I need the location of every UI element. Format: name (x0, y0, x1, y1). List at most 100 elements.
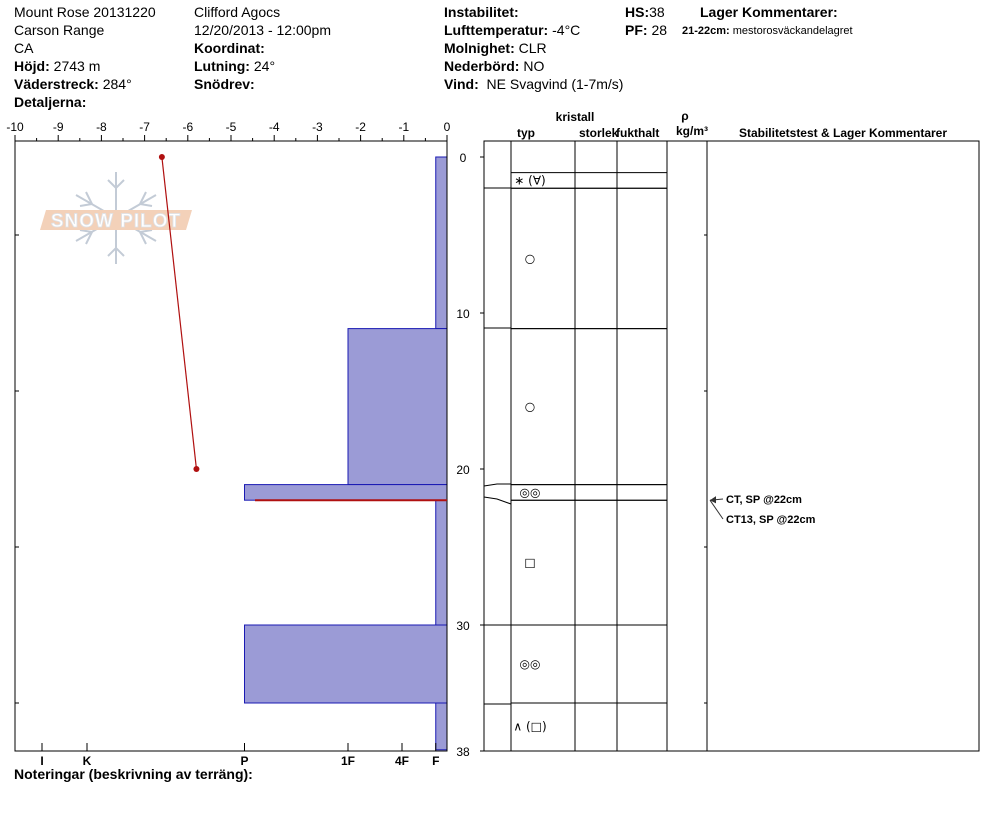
precip-value: NO (523, 58, 545, 74)
temperature-profile (158, 154, 200, 472)
temp-tick-label-10: 0 (444, 120, 451, 134)
depth-axis: 0 10 20 30 38 (15, 151, 707, 759)
cloud-cover: Molnighet: CLR (444, 39, 547, 57)
cloud-value: CLR (518, 40, 547, 56)
snow-height: HS:38 (625, 3, 665, 21)
depth-tick-label-1: 10 (456, 307, 470, 321)
observer-name: Clifford Agocs (194, 4, 281, 20)
air-temperature: Lufttemperatur: -4°C (444, 21, 580, 39)
air-temp-value: -4°C (552, 22, 581, 38)
stability-test-1: CT13, SP @22cm (726, 514, 816, 526)
temperature-point-0 (158, 154, 165, 160)
wind: Vind: NE Svagvind (1-7m/s) (444, 75, 623, 93)
elevation: Höjd: 2743 m (14, 57, 100, 75)
col-header-storlek: storlek (579, 126, 619, 140)
pf-label: PF: (625, 22, 648, 38)
col-header-density-unit: kg/m³ (676, 124, 708, 138)
air-temp-label: Lufttemperatur: (444, 22, 549, 38)
elevation-value: 2743 m (53, 58, 101, 74)
wind-value: NE Svagvind (1-7m/s) (486, 76, 624, 92)
pf-value: 28 (651, 22, 668, 38)
cloud-label: Molnighet: (444, 40, 515, 56)
layer-comments-heading: Lager Kommentarer: (700, 4, 838, 20)
layer-comment-depth: 21-22cm: (682, 25, 730, 37)
grain-rows: ∗ (∀) ○ ○ ◎◎ □ ◎◎ ∧ (□) (483, 172, 667, 733)
temperature-point-1 (193, 466, 200, 472)
observation-datetime: 12/20/2013 - 12:00pm (194, 22, 331, 38)
slope: Lutning: 24° (194, 57, 275, 75)
col-header-rho: ρ (681, 109, 688, 123)
col-header-stability: Stabilitetstest & Lager Kommentarer (739, 126, 947, 140)
temp-tick-label-7: -3 (312, 120, 323, 134)
range-name: Carson Range (14, 22, 105, 38)
details-label: Detaljerna: (14, 94, 87, 110)
slope-label: Lutning: (194, 58, 250, 74)
temp-tick-label-9: -1 (398, 120, 409, 134)
elevation-label: Höjd: (14, 58, 50, 74)
hardness-tick-label-4: 4F (395, 754, 409, 768)
state-name: CA (14, 40, 34, 56)
grain-type-1: ○ (525, 251, 535, 265)
layer-connector-21 (483, 483, 511, 487)
logo-text: SNOW PILOT (51, 211, 181, 232)
hardness-bar-3 (435, 499, 448, 626)
hs-label: HS: (625, 4, 650, 20)
depth-tick-label-0: 0 (460, 151, 467, 165)
hardness-bar-0 (435, 156, 448, 330)
hardness-bar-2 (244, 484, 448, 501)
coordinate: Koordinat: (194, 39, 265, 57)
grain-type-2: ○ (525, 400, 535, 414)
hardness-tick-label-1: K (83, 754, 92, 768)
layer-comment: 21-22cm: mestorosväckandelagret (682, 22, 853, 40)
hardness-bar-5 (435, 702, 448, 751)
stability-test-0: CT, SP @22cm (726, 494, 802, 506)
layer-table-frame (483, 140, 980, 752)
hardness-tick-label-0: I (40, 754, 43, 768)
hardness-tick-label-2: P (240, 754, 248, 768)
temp-tick-label-1: -9 (53, 120, 64, 134)
grain-type-6: ∧ (□) (513, 719, 546, 733)
temp-tick-label-6: -4 (269, 120, 280, 134)
coordinate-label: Koordinat: (194, 40, 265, 56)
penetration-foot: PF: 28 (625, 21, 667, 39)
hardness-layers (244, 156, 448, 751)
hs-value: 38 (649, 4, 665, 20)
col-header-kristall: kristall (556, 110, 595, 124)
stability-tests: CT, SP @22cm CT13, SP @22cm (709, 494, 816, 526)
aspect: Väderstreck: 284° (14, 75, 132, 93)
layer-connector-22 (483, 496, 512, 505)
hardness-tick-label-5: F (432, 754, 439, 768)
instability: Instabilitet: (444, 3, 519, 21)
snow-drift: Snödrev: (194, 75, 255, 93)
aspect-value: 284° (102, 76, 132, 92)
wind-label: Vind: (444, 76, 479, 92)
details: Detaljerna: (14, 93, 86, 111)
grain-type-4: □ (524, 556, 535, 570)
grain-type-3: ◎◎ (520, 485, 541, 499)
layer-table: ∗ (∀) ○ ○ ◎◎ □ ◎◎ ∧ (□) (483, 140, 980, 752)
depth-tick-label-4: 38 (456, 745, 470, 759)
stability-arrow-head-1 (710, 496, 716, 504)
grain-type-0: ∗ (∀) (514, 173, 545, 187)
grain-type-5: ◎◎ (520, 657, 541, 671)
col-header-typ: typ (517, 126, 535, 140)
drift-label: Snödrev: (194, 76, 255, 92)
hardness-bar-4 (244, 624, 448, 704)
temp-tick-label-8: -2 (355, 120, 366, 134)
stability-arrow-line-1 (709, 499, 724, 520)
temp-tick-label-4: -6 (182, 120, 193, 134)
precipitation: Nederbörd: NO (444, 57, 544, 75)
layer-comment-text: mestorosväckandelagret (732, 25, 853, 37)
snow-pilot-logo: SNOW PILOT (40, 172, 192, 264)
temperature-axis: -10 -9 -8 -7 -6 -5 -4 -3 -2 -1 0 (6, 120, 451, 141)
slope-value: 24° (253, 58, 276, 74)
hardness-tick-label-3: 1F (341, 754, 355, 768)
precip-label: Nederbörd: (444, 58, 520, 74)
temp-tick-label-5: -5 (226, 120, 237, 134)
col-header-fukthalt: fukthalt (616, 126, 659, 140)
site-name: Mount Rose 20131220 (14, 4, 156, 20)
temp-tick-label-3: -7 (139, 120, 150, 134)
instability-label: Instabilitet: (444, 4, 519, 20)
aspect-label: Väderstreck: (14, 76, 99, 92)
